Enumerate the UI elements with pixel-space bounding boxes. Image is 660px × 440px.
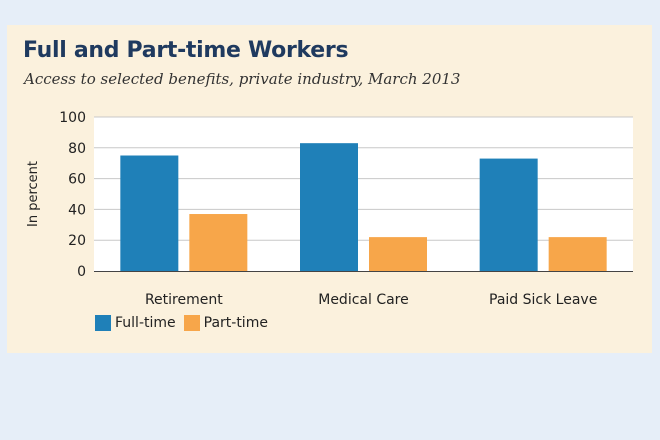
y-tick-label: 80 — [68, 141, 86, 157]
bar-part-time-retirement — [189, 214, 248, 271]
y-axis-label: In percent — [26, 161, 41, 227]
legend-item-full-time: Full-time — [95, 315, 176, 331]
x-tick-labels: Retirement Medical Care Paid Sick Leave — [145, 292, 597, 308]
bar-full-time-paid-sick-leave — [479, 158, 538, 271]
y-tick-label: 0 — [77, 264, 86, 280]
x-tick-label: Medical Care — [318, 292, 409, 308]
bars — [120, 143, 607, 271]
y-tick-label: 60 — [68, 172, 86, 188]
y-tick-labels: 0 20 40 60 80 100 — [59, 110, 86, 280]
bar-chart: 0 20 40 60 80 100 Retirement Medical Care Paid … — [26, 110, 633, 308]
bar-part-time-paid-sick-leave — [548, 237, 607, 271]
bar-full-time-medical-care — [300, 143, 358, 271]
gridlines — [94, 116, 633, 241]
x-tick-label: Paid Sick Leave — [489, 292, 597, 308]
legend: Full-time Part-time — [95, 315, 276, 331]
chart-title: Full and Part-time Workers — [23, 38, 349, 63]
legend-item-part-time: Part-time — [183, 315, 268, 331]
legend-swatch-full-time — [95, 315, 111, 331]
bar-full-time-retirement — [120, 155, 179, 271]
legend-label-full-time: Full-time — [115, 315, 176, 331]
legend-label-part-time: Part-time — [203, 315, 268, 331]
y-tick-label: 40 — [68, 202, 86, 218]
bar-part-time-medical-care — [369, 237, 427, 271]
legend-swatch-part-time — [183, 315, 200, 331]
chart-card: Full and Part-time Workers Access to sel… — [7, 25, 652, 353]
plot-area — [94, 117, 633, 271]
y-tick-label: 100 — [59, 110, 86, 126]
y-tick-label: 20 — [68, 233, 86, 249]
chart-subtitle: Access to selected benefits, private ind… — [24, 70, 461, 88]
x-tick-label: Retirement — [145, 292, 223, 308]
